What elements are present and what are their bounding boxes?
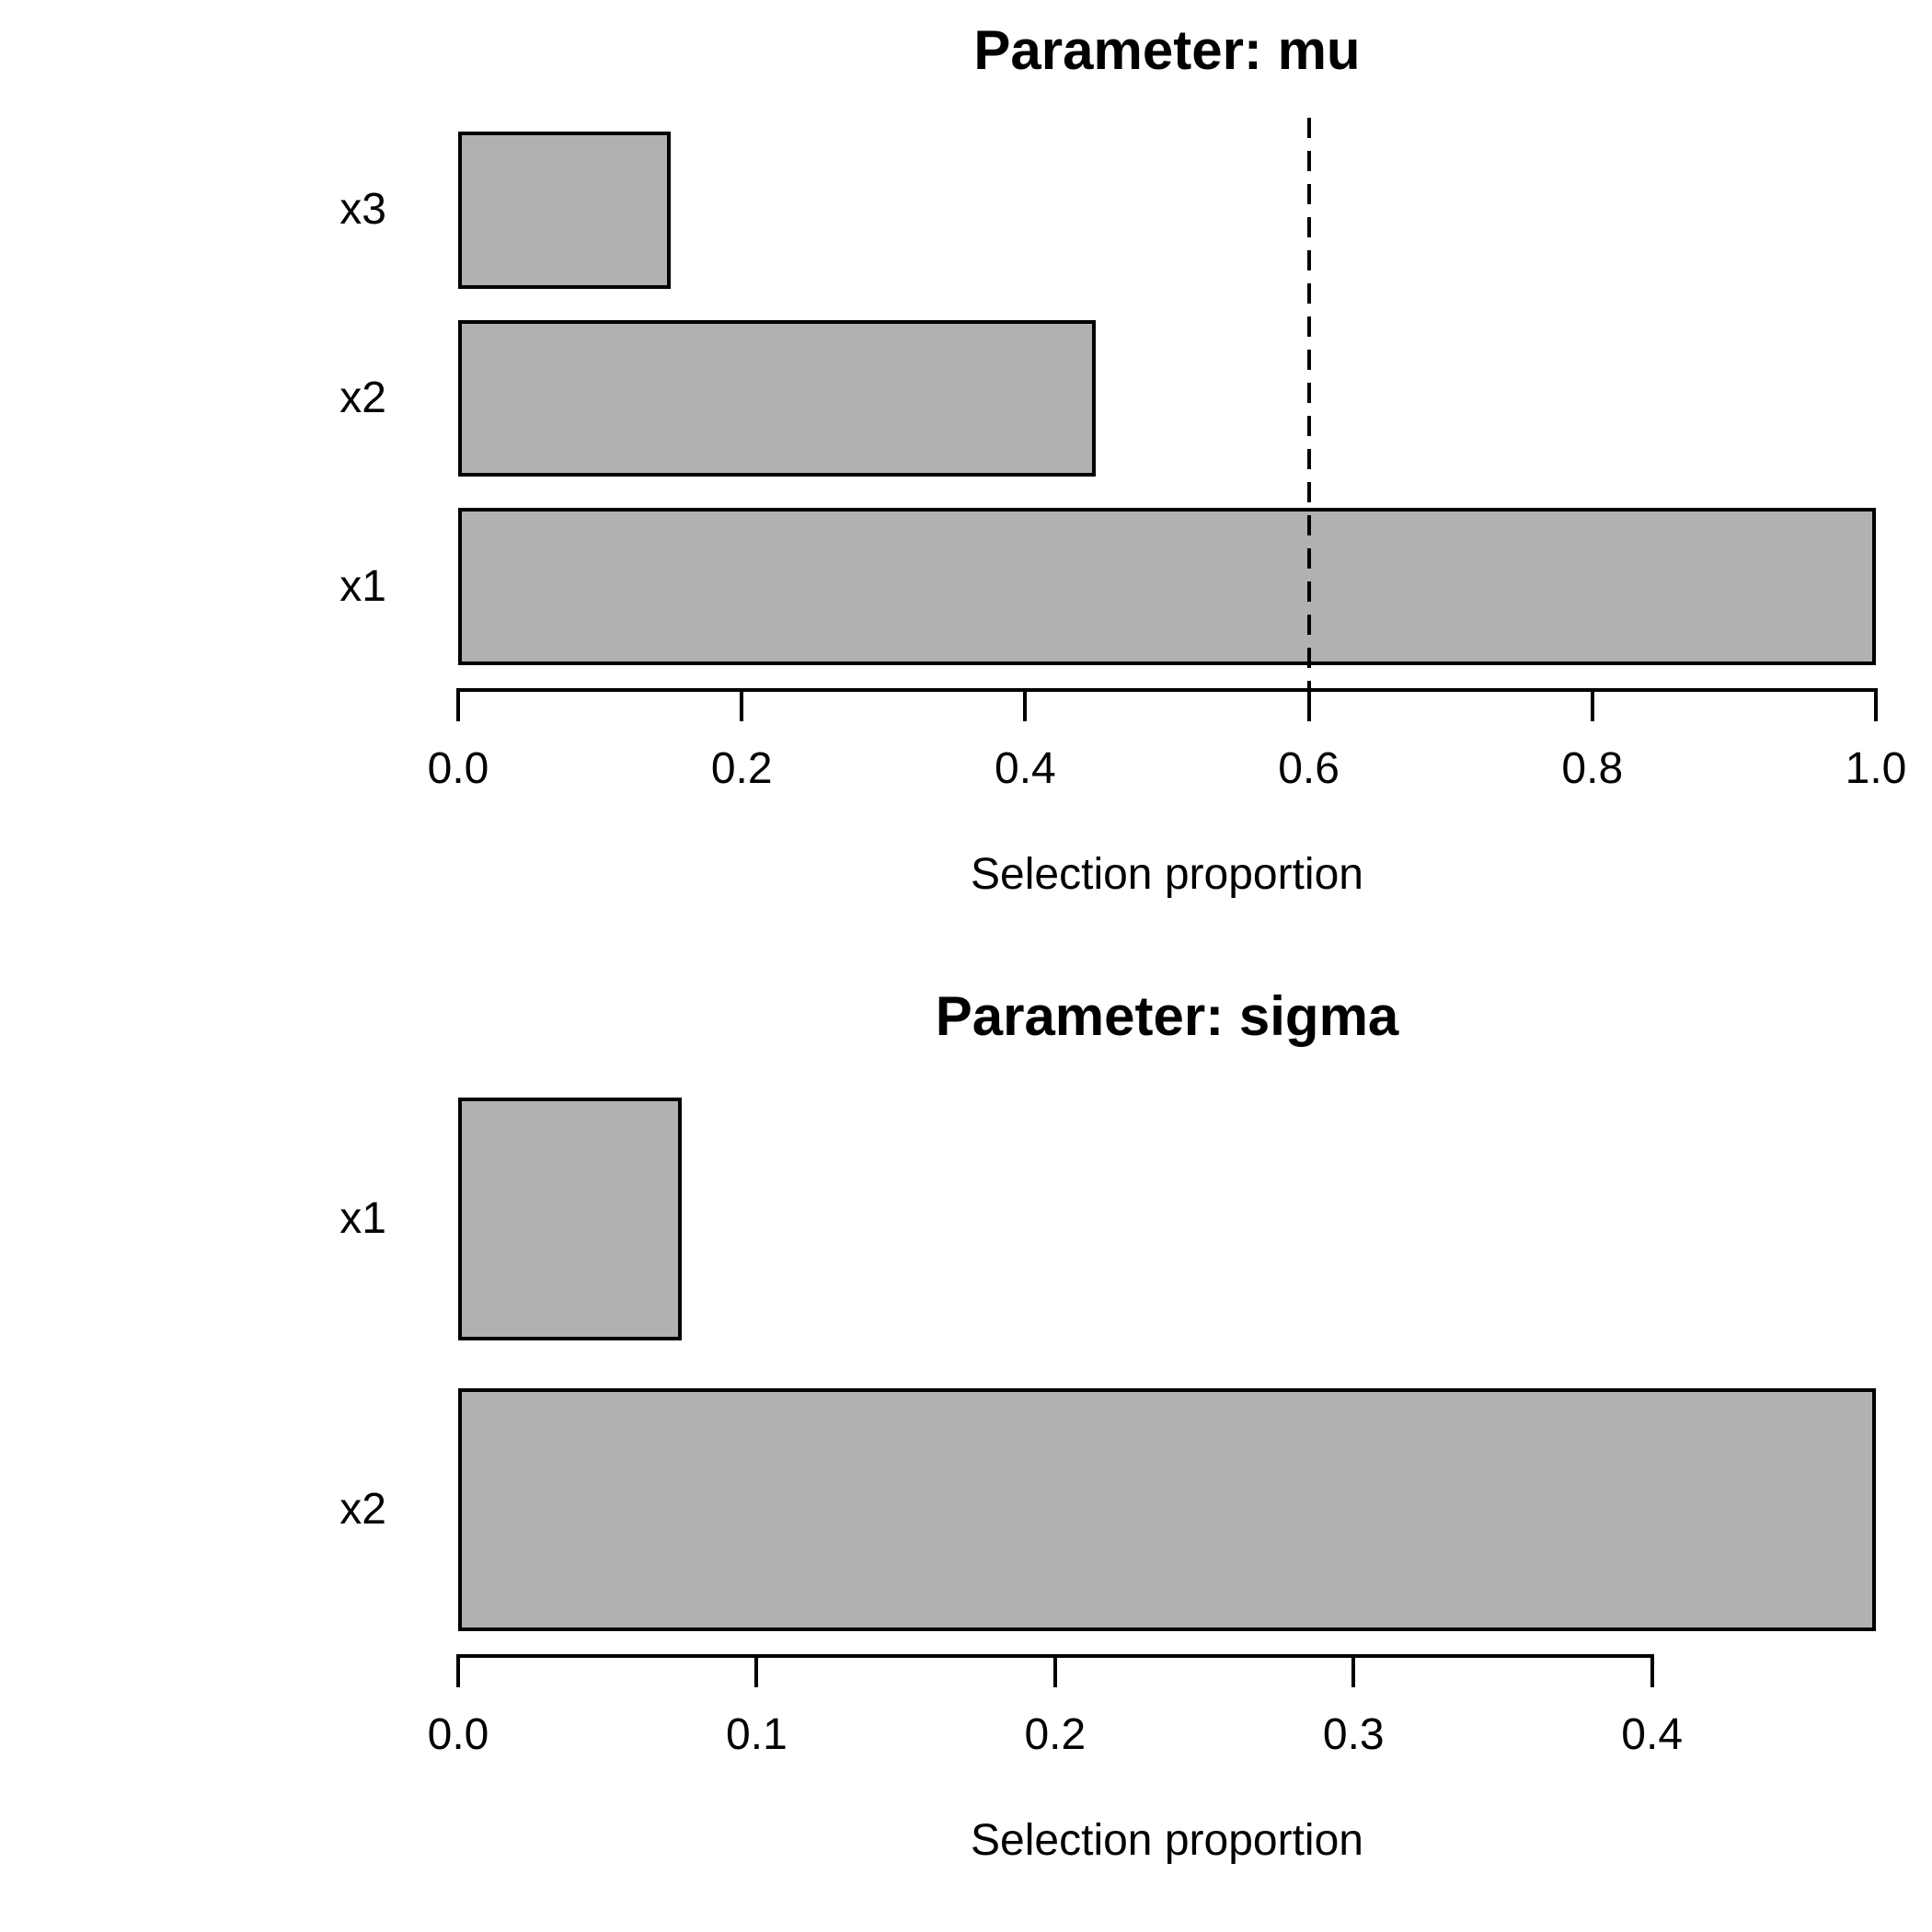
plot-area-sigma: 0.0 0.1 0.2 0.3 0.4 x1 x2 <box>0 966 1932 1932</box>
x-axis-tick-label: 0.3 <box>1322 1710 1385 1759</box>
x-axis-tick <box>456 1654 460 1687</box>
x-axis-tick-label: 0.0 <box>427 1710 489 1759</box>
category-label-x1: x1 <box>339 561 386 611</box>
x-axis-label-mu: Selection proportion <box>971 850 1363 899</box>
x-axis-tick-label: 0.4 <box>1621 1710 1684 1759</box>
bar-x1 <box>458 508 1876 665</box>
x-axis-tick <box>1052 1654 1057 1687</box>
x-axis-line <box>456 688 1878 692</box>
x-axis-tick <box>754 1654 759 1687</box>
category-label-x3: x3 <box>339 185 386 235</box>
x-axis-tick <box>456 688 460 721</box>
x-axis-tick-label: 0.2 <box>710 744 773 793</box>
x-axis-tick-label: 0.4 <box>995 744 1056 793</box>
category-label-x2: x2 <box>339 374 386 422</box>
x-axis-tick-label: 0.1 <box>726 1710 788 1759</box>
x-axis-tick <box>1650 1654 1654 1687</box>
x-axis-tick-label: 0.0 <box>427 744 489 793</box>
bar-x2 <box>458 319 1097 477</box>
x-axis-tick <box>1874 688 1878 721</box>
reference-line-dashed <box>1306 118 1311 688</box>
x-axis-tick-label: 0.2 <box>1024 1710 1087 1759</box>
chart-title-mu: Parameter: mu <box>973 19 1361 81</box>
x-axis-tick-label: 0.6 <box>1278 744 1340 793</box>
chart-panel-sigma: Parameter: sigma 0.0 0.1 0.2 0.3 0.4 x1 x2 Sel… <box>0 966 1932 1932</box>
x-axis-tick <box>1023 688 1028 721</box>
x-axis-tick <box>740 688 744 721</box>
plot-area-mu: 0.0 0.2 0.4 0.6 0.8 1.0 x3 x2 x1 <box>339 118 1907 793</box>
chart-title-sigma: Parameter: sigma <box>935 985 1399 1047</box>
category-label-x2: x2 <box>339 1485 386 1535</box>
chart-panel-mu: Parameter: mu 0.0 0.2 0.4 0.6 0.8 1.0 x3 x2 x1 S… <box>339 19 1907 899</box>
bar-x1 <box>458 1098 683 1340</box>
x-axis-tick-label: 1.0 <box>1845 744 1907 793</box>
x-axis-tick <box>1351 1654 1356 1687</box>
x-axis-tick-label: 0.8 <box>1561 744 1624 793</box>
x-axis-tick <box>1306 688 1311 721</box>
x-axis-label-sigma: Selection proportion <box>971 1816 1363 1865</box>
bar-x2 <box>458 1388 1876 1631</box>
category-label-x1: x1 <box>339 1193 386 1243</box>
x-axis-tick <box>1590 688 1594 721</box>
bar-x3 <box>458 132 672 289</box>
